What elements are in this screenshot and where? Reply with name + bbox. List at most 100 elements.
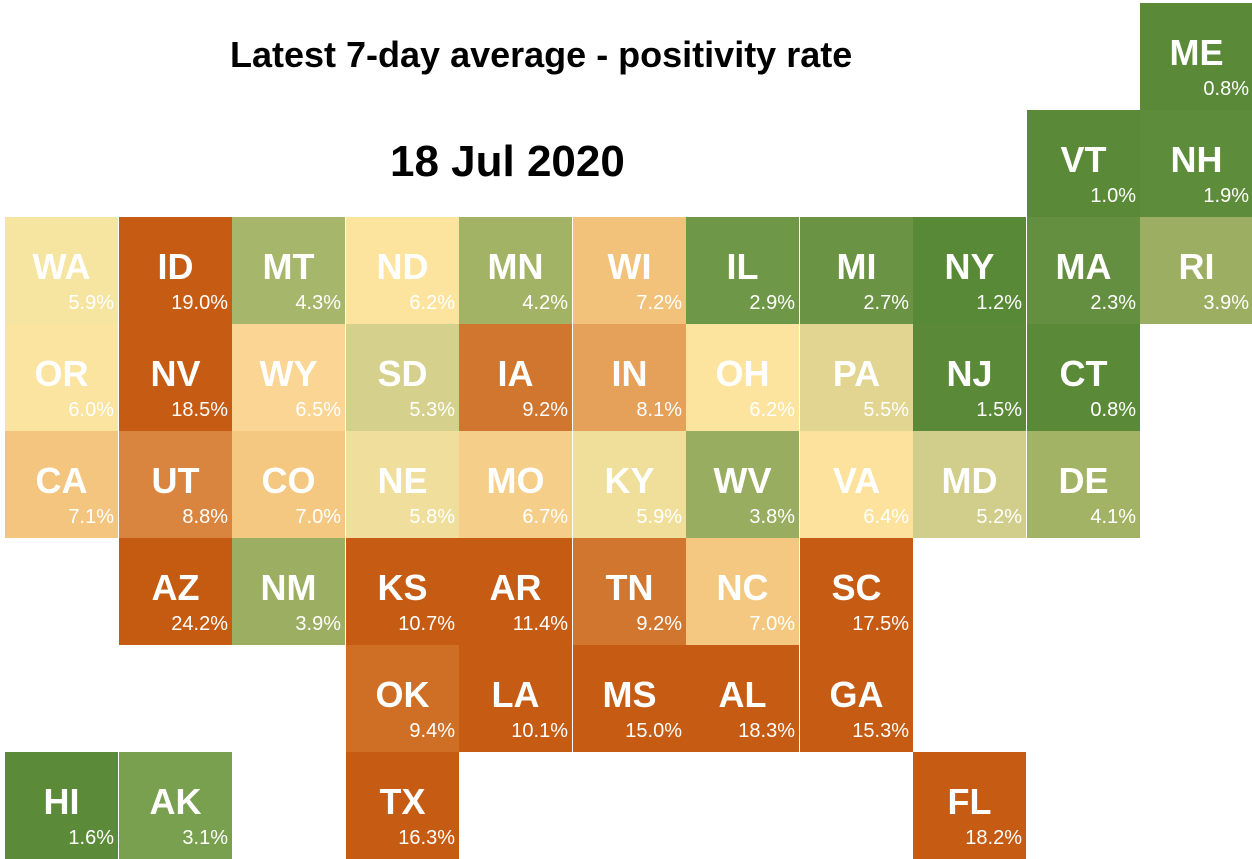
state-abbr: DE bbox=[1058, 460, 1109, 501]
state-abbr: KY bbox=[604, 460, 655, 501]
state-abbr: OK bbox=[375, 674, 430, 715]
state-tile-tn: TN 9.2% bbox=[573, 538, 686, 645]
positivity-rate: 5.9% bbox=[636, 506, 682, 528]
positivity-rate: 8.1% bbox=[636, 399, 682, 421]
state-abbr: MS bbox=[602, 674, 657, 715]
state-tile-mi: MI 2.7% bbox=[800, 217, 913, 324]
state-tile-az: AZ 24.2% bbox=[119, 538, 232, 645]
state-tile-va: VA 6.4% bbox=[800, 431, 913, 538]
state-abbr: TN bbox=[605, 567, 654, 608]
positivity-rate: 1.5% bbox=[976, 399, 1022, 421]
state-tile-co: CO 7.0% bbox=[232, 431, 345, 538]
state-tile-nj: NJ 1.5% bbox=[913, 324, 1026, 431]
state-tile-wv: WV 3.8% bbox=[686, 431, 799, 538]
state-tile-wi: WI 7.2% bbox=[573, 217, 686, 324]
state-abbr: NJ bbox=[946, 353, 993, 394]
state-tile-ny: NY 1.2% bbox=[913, 217, 1026, 324]
state-tile-ga: GA 15.3% bbox=[800, 645, 913, 752]
positivity-rate: 15.3% bbox=[852, 720, 909, 742]
positivity-rate: 1.9% bbox=[1203, 185, 1249, 207]
state-abbr: AZ bbox=[151, 567, 200, 608]
positivity-rate: 5.9% bbox=[68, 292, 114, 314]
state-tile-me: ME 0.8% bbox=[1140, 3, 1252, 110]
state-abbr: NH bbox=[1170, 139, 1223, 180]
state-abbr: IA bbox=[497, 353, 534, 394]
state-abbr: CT bbox=[1059, 353, 1108, 394]
state-tile-or: OR 6.0% bbox=[5, 324, 118, 431]
state-abbr: SD bbox=[377, 353, 428, 394]
positivity-rate: 5.8% bbox=[409, 506, 455, 528]
positivity-rate: 15.0% bbox=[625, 720, 682, 742]
positivity-rate: 6.5% bbox=[295, 399, 341, 421]
state-tile-fl: FL 18.2% bbox=[913, 752, 1026, 859]
positivity-rate: 3.1% bbox=[182, 827, 228, 849]
state-abbr: OH bbox=[715, 353, 770, 394]
state-tile-ut: UT 8.8% bbox=[119, 431, 232, 538]
state-abbr: MI bbox=[836, 246, 877, 287]
state-tile-ne: NE 5.8% bbox=[346, 431, 459, 538]
state-abbr: MN bbox=[487, 246, 544, 287]
state-tile-al: AL 18.3% bbox=[686, 645, 799, 752]
state-tile-nc: NC 7.0% bbox=[686, 538, 799, 645]
state-abbr: AK bbox=[149, 781, 202, 822]
positivity-rate: 7.0% bbox=[749, 613, 795, 635]
positivity-rate: 18.5% bbox=[171, 399, 228, 421]
state-tile-oh: OH 6.2% bbox=[686, 324, 799, 431]
positivity-rate: 3.8% bbox=[749, 506, 795, 528]
state-tile-nm: NM 3.9% bbox=[232, 538, 345, 645]
state-abbr: KS bbox=[377, 567, 428, 608]
positivity-rate: 16.3% bbox=[398, 827, 455, 849]
positivity-rate: 0.8% bbox=[1090, 399, 1136, 421]
state-abbr: WY bbox=[259, 353, 318, 394]
positivity-rate: 6.2% bbox=[409, 292, 455, 314]
positivity-rate: 6.7% bbox=[522, 506, 568, 528]
state-tile-il: IL 2.9% bbox=[686, 217, 799, 324]
state-abbr: VT bbox=[1060, 139, 1107, 180]
state-abbr: RI bbox=[1178, 246, 1215, 287]
positivity-rate: 4.3% bbox=[295, 292, 341, 314]
state-abbr: IL bbox=[726, 246, 759, 287]
positivity-rate: 24.2% bbox=[171, 613, 228, 635]
state-abbr: WV bbox=[713, 460, 772, 501]
state-tile-ms: MS 15.0% bbox=[573, 645, 686, 752]
state-abbr: SC bbox=[831, 567, 882, 608]
positivity-rate: 7.2% bbox=[636, 292, 682, 314]
state-tile-nd: ND 6.2% bbox=[346, 217, 459, 324]
state-abbr: MT bbox=[262, 246, 315, 287]
positivity-rate: 17.5% bbox=[852, 613, 909, 635]
positivity-rate: 1.0% bbox=[1090, 185, 1136, 207]
state-abbr: VA bbox=[832, 460, 881, 501]
state-tile-ak: AK 3.1% bbox=[119, 752, 232, 859]
state-abbr: OR bbox=[34, 353, 89, 394]
positivity-rate: 2.7% bbox=[863, 292, 909, 314]
positivity-rate: 5.5% bbox=[863, 399, 909, 421]
state-abbr: WA bbox=[32, 246, 91, 287]
state-abbr: HI bbox=[43, 781, 80, 822]
positivity-rate: 6.0% bbox=[68, 399, 114, 421]
positivity-rate: 10.1% bbox=[511, 720, 568, 742]
state-tile-sd: SD 5.3% bbox=[346, 324, 459, 431]
state-tile-nv: NV 18.5% bbox=[119, 324, 232, 431]
state-tile-mn: MN 4.2% bbox=[459, 217, 572, 324]
positivity-rate: 5.2% bbox=[976, 506, 1022, 528]
state-tile-vt: VT 1.0% bbox=[1027, 110, 1140, 217]
state-abbr: CA bbox=[35, 460, 88, 501]
positivity-rate: 3.9% bbox=[295, 613, 341, 635]
state-tile-nh: NH 1.9% bbox=[1140, 110, 1252, 217]
state-tile-ar: AR 11.4% bbox=[459, 538, 572, 645]
positivity-rate: 18.3% bbox=[738, 720, 795, 742]
state-tile-hi: HI 1.6% bbox=[5, 752, 118, 859]
state-tile-ri: RI 3.9% bbox=[1140, 217, 1252, 324]
state-tile-wa: WA 5.9% bbox=[5, 217, 118, 324]
state-abbr: PA bbox=[832, 353, 881, 394]
positivity-rate: 3.9% bbox=[1203, 292, 1249, 314]
state-abbr: ME bbox=[1169, 32, 1224, 73]
state-abbr: GA bbox=[829, 674, 884, 715]
positivity-rate: 10.7% bbox=[398, 613, 455, 635]
state-abbr: ID bbox=[157, 246, 194, 287]
state-tile-ks: KS 10.7% bbox=[346, 538, 459, 645]
map-title: Latest 7-day average - positivity rate bbox=[230, 34, 853, 75]
state-tile-ca: CA 7.1% bbox=[5, 431, 118, 538]
state-tile-ok: OK 9.4% bbox=[346, 645, 459, 752]
positivity-rate: 8.8% bbox=[182, 506, 228, 528]
